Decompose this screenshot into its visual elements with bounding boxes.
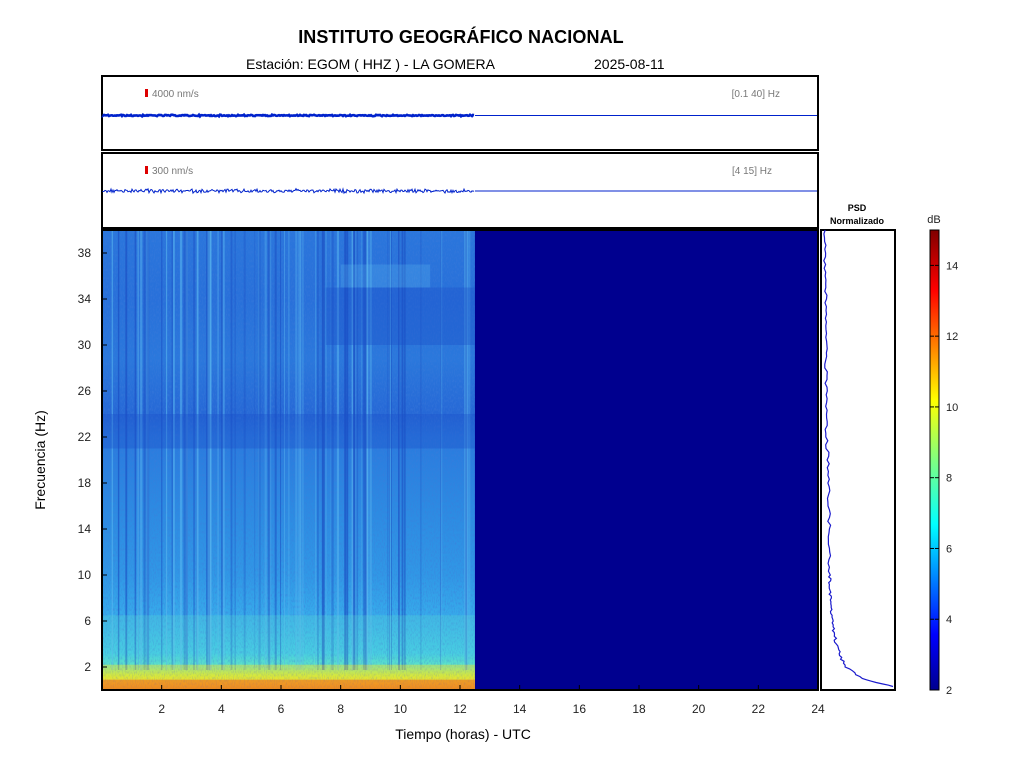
trace-segment-active [101,112,475,119]
y-tick-label: 38 [78,246,92,260]
colorbar-tick-label: 8 [946,473,952,485]
psd-title-line1: PSD [848,203,867,213]
y-tick-label: 30 [78,338,92,352]
scale-marker-1 [145,89,148,97]
x-axis-title: Tiempo (horas) - UTC [395,726,531,742]
colorbar-tick-label: 14 [946,260,958,272]
colorbar-tick-label: 12 [946,331,958,343]
colorbar-gradient [929,229,940,691]
colorbar-unit: dB [927,214,940,226]
trace-segment-active [102,187,475,195]
scale-marker-2 [145,166,148,174]
x-tick-label: 4 [218,702,225,716]
x-tick-label: 16 [573,702,587,716]
y-tick-label: 34 [78,292,92,306]
psd-title-line2: Normalizado [830,216,885,226]
x-tick-label: 22 [752,702,766,716]
spectrogram-panel: 2 4 6 8 10 12 14 16 18 20 22 24 261014182226303438 … [32,229,825,742]
trace-line-filtered [102,187,817,195]
colorbar: dB 2 4 6 8 10 12 14 [927,214,958,697]
trace-panel-broadband: 4000 nm/s [0.1 40] Hz [101,75,819,151]
x-tick-label: 14 [513,702,527,716]
trace-panel-filtered: 300 nm/s [4 15] Hz [101,152,819,229]
y-axis-title: Frecuencia (Hz) [32,410,48,510]
y-tick-label: 18 [78,476,92,490]
x-tick-label: 18 [632,702,646,716]
spectrogram-noise-texture [102,230,475,690]
x-tick-label: 20 [692,702,706,716]
colorbar-tick-label: 4 [946,614,952,626]
y-tick-label: 6 [84,614,91,628]
date-label: 2025-08-11 [594,56,665,72]
x-tick-label: 12 [453,702,467,716]
x-tick-label: 8 [337,702,344,716]
psd-curve [823,229,894,688]
y-tick-label: 26 [78,384,92,398]
colorbar-tick-label: 10 [946,402,958,414]
band-label-2: [4 15] Hz [732,166,772,177]
trace-line-broadband [101,112,817,119]
x-tick-label: 10 [394,702,408,716]
y-tick-label: 14 [78,522,92,536]
y-tick-label: 2 [84,660,91,674]
colorbar-tick-label: 6 [946,543,952,555]
scale-label-2: 300 nm/s [152,166,193,177]
x-tick-label: 24 [811,702,825,716]
station-label: Estación: EGOM ( HHZ ) - LA GOMERA [246,56,495,72]
colorbar-ticks: 2 4 6 8 10 12 14 [930,260,958,697]
scale-label-1: 4000 nm/s [152,89,199,100]
y-tick-label: 22 [78,430,92,444]
x-axis: 2 4 6 8 10 12 14 16 18 20 22 24 [158,685,825,716]
band-label-1: [0.1 40] Hz [732,89,780,100]
psd-panel: PSD Normalizado [820,203,896,691]
x-tick-label: 2 [158,702,165,716]
chart-title: INSTITUTO GEOGRÁFICO NACIONAL [298,27,624,47]
spectrogram-streaks [102,230,475,690]
y-tick-label: 10 [78,568,92,582]
x-tick-label: 6 [278,702,285,716]
colorbar-tick-label: 2 [946,685,952,697]
